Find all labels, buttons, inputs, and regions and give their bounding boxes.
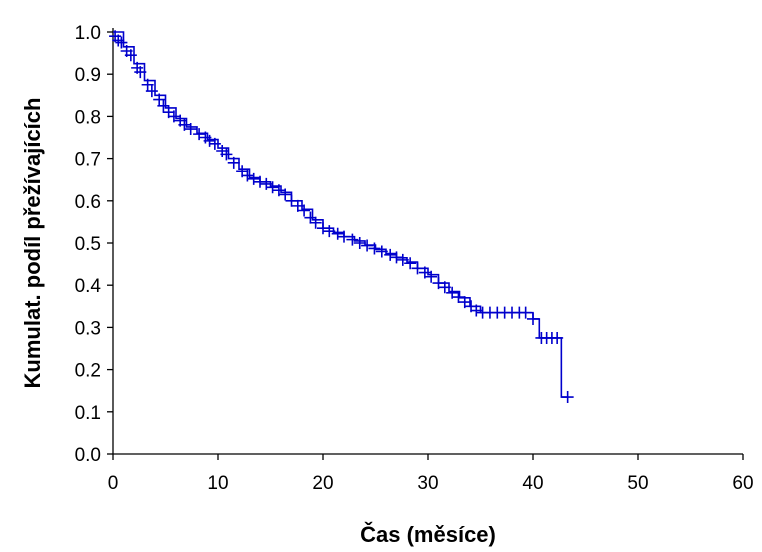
censor-mark [425, 270, 438, 283]
censor-mark [470, 304, 483, 317]
y-axis-title: Kumulat. podíl přežívajících [20, 98, 45, 389]
y-tick-label: 0.3 [75, 318, 101, 339]
survival-curve [113, 31, 568, 398]
censor-mark [193, 128, 206, 141]
censor-mark [112, 34, 125, 47]
censor-mark [561, 391, 574, 404]
censor-mark [266, 181, 279, 194]
censor-mark [298, 204, 311, 217]
censor-mark [124, 49, 137, 62]
censor-mark [220, 148, 233, 161]
censor-mark [411, 262, 424, 275]
censor-mark [227, 156, 240, 169]
y-axis: 0.0 0.1 0.2 0.3 0.4 0.5 0.6 0.7 0.8 0.9 1.0 [75, 23, 114, 466]
censor-mark [304, 211, 317, 224]
censor-mark [115, 36, 128, 49]
censor-mark [331, 227, 344, 240]
censor-mark [404, 257, 417, 270]
censor-mark [361, 239, 374, 252]
y-tick-label: 0.2 [75, 361, 101, 382]
censor-mark [323, 225, 336, 238]
censor-mark [418, 266, 431, 279]
y-tick-label: 0.8 [75, 107, 101, 128]
censor-mark [203, 134, 216, 147]
x-axis: 0 10 20 30 40 50 60 [108, 453, 754, 494]
censor-mark [390, 251, 403, 264]
censor-mark [519, 306, 532, 319]
censor-mark [384, 248, 397, 261]
censor-mark [353, 237, 366, 249]
censor-mark [208, 137, 221, 150]
censor-mark [241, 169, 254, 182]
y-tick-label: 1.0 [75, 23, 101, 44]
censor-mark [134, 66, 147, 79]
x-tick-label: 0 [108, 473, 119, 494]
censor-mark [279, 188, 292, 201]
censor-mark [260, 177, 273, 190]
censor-mark [247, 172, 260, 185]
censor-mark [309, 216, 322, 229]
censor-mark [178, 118, 191, 131]
censor-mark [285, 194, 298, 207]
censor-mark [446, 286, 459, 299]
censor-mark [145, 85, 158, 98]
censor-mark [346, 233, 359, 246]
y-tick-label: 0.1 [75, 403, 101, 424]
y-tick-label: 0.5 [75, 234, 101, 255]
x-tick-label: 20 [312, 473, 333, 494]
censor-mark [368, 242, 381, 255]
x-tick-label: 50 [627, 473, 648, 494]
y-tick-label: 0.7 [75, 150, 101, 171]
censor-mark [141, 78, 154, 91]
censor-mark [291, 199, 304, 212]
censor-mark [272, 184, 285, 197]
y-tick-label: 0.9 [75, 65, 101, 86]
x-tick-label: 30 [417, 473, 438, 494]
censor-mark [338, 230, 350, 243]
y-tick-label: 0.0 [75, 445, 101, 466]
censor-mark [317, 222, 329, 235]
plot-area [109, 30, 574, 404]
censor-mark [551, 331, 564, 344]
y-tick-label: 0.4 [75, 276, 102, 297]
censor-mark [254, 175, 266, 188]
censor-mark [184, 123, 197, 136]
x-tick-label: 10 [207, 473, 228, 494]
censor-mark [438, 281, 451, 294]
x-tick-label: 40 [522, 473, 543, 494]
censor-mark [157, 99, 170, 112]
censor-mark [458, 296, 471, 309]
x-axis-title: Čas (měsíce) [360, 522, 496, 547]
censor-mark [396, 253, 409, 266]
censor-mark [527, 312, 539, 325]
censor-mark [153, 93, 166, 106]
censor-mark [432, 277, 445, 290]
censor-mark [167, 110, 180, 123]
y-tick-label: 0.6 [75, 192, 101, 213]
censor-mark [452, 291, 465, 304]
censor-mark [375, 245, 388, 258]
x-tick-label: 60 [732, 473, 753, 494]
